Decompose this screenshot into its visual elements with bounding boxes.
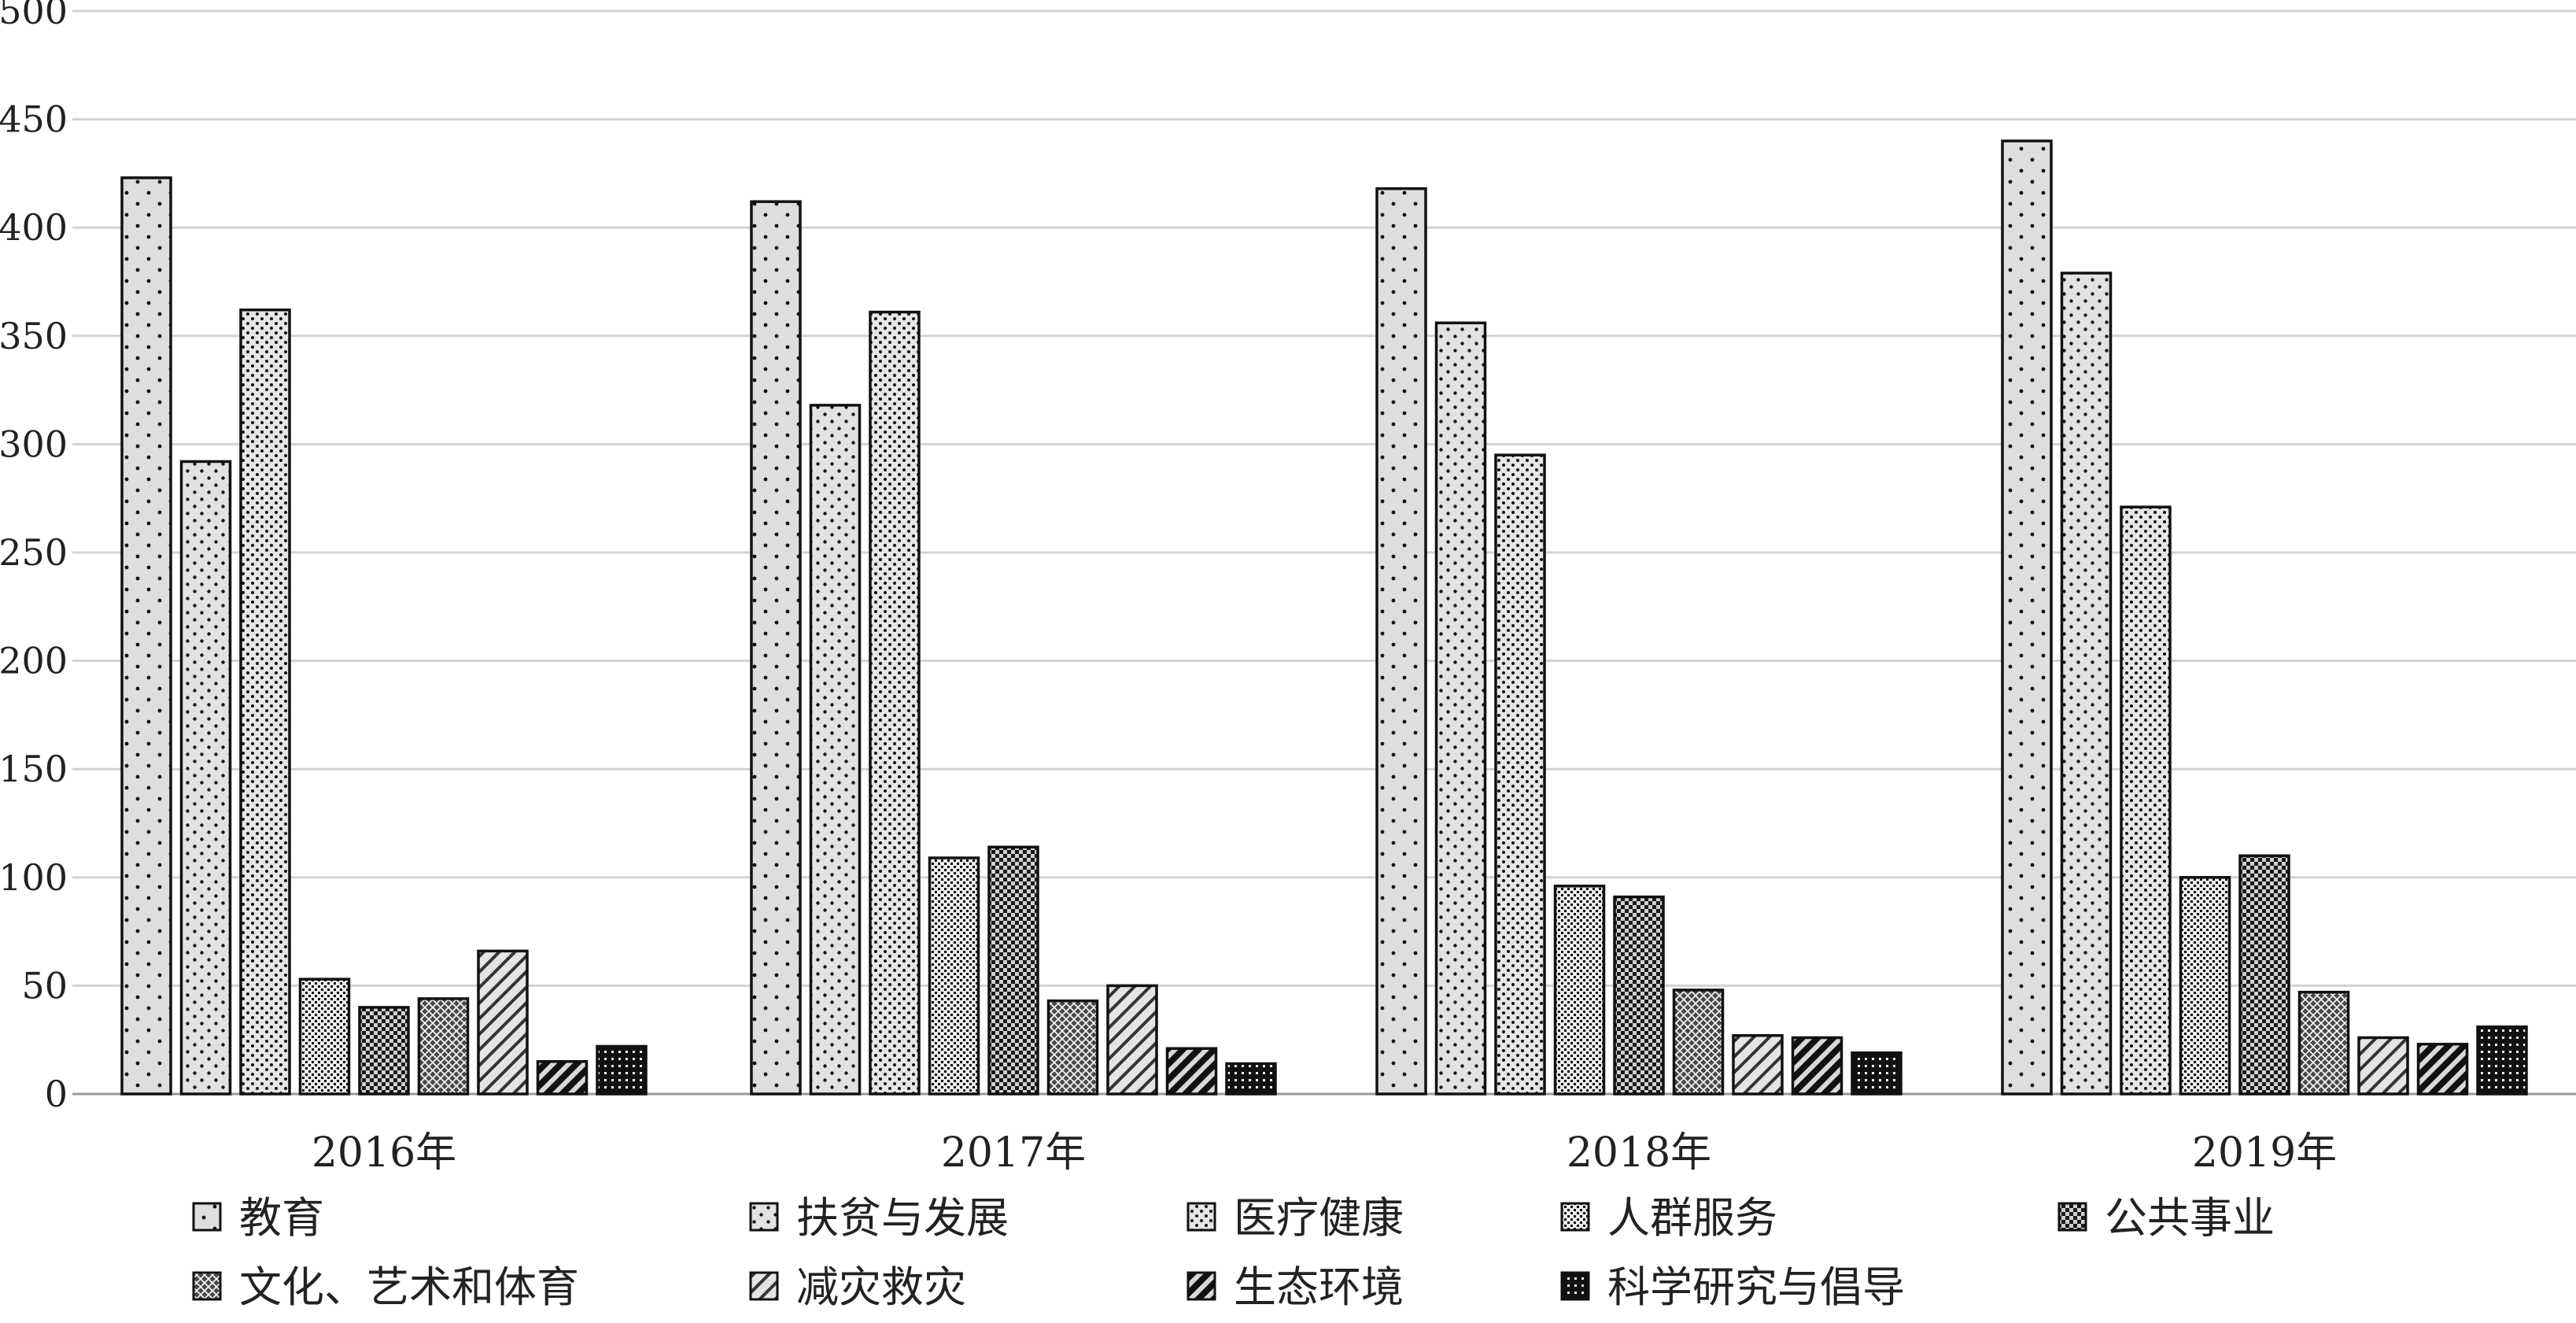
y-tick-label: 500: [0, 0, 68, 32]
bar: [928, 856, 980, 1096]
bar: [536, 1059, 589, 1096]
y-tick-label: 150: [0, 748, 68, 790]
bar: [358, 1006, 410, 1096]
legend-item: 科学研究与倡导: [1560, 1262, 1905, 1312]
bar: [2476, 1025, 2528, 1096]
bar: [1046, 999, 1099, 1096]
bar: [120, 176, 172, 1096]
bar: [1225, 1062, 1277, 1096]
bar: [1851, 1051, 1902, 1096]
legend-label: 医疗健康: [1234, 1193, 1404, 1243]
legend-label: 人群服务: [1607, 1193, 1777, 1243]
bar: [1613, 895, 1665, 1096]
x-tick-label: 2016年: [312, 1129, 456, 1177]
bar: [1494, 453, 1546, 1096]
legend-item: 医疗健康: [1187, 1193, 1404, 1243]
bar: [2001, 139, 2053, 1096]
x-tick-label: 2018年: [1567, 1129, 1711, 1177]
bar: [1375, 187, 1427, 1096]
y-tick-label: 100: [0, 856, 68, 899]
y-tick-label: 200: [0, 640, 68, 682]
bars: [120, 139, 2528, 1096]
legend-swatch: [1560, 1271, 1590, 1301]
legend-swatch: [1187, 1202, 1216, 1232]
bar: [809, 404, 862, 1096]
bar: [2120, 505, 2172, 1096]
legend-swatch: [1187, 1271, 1216, 1301]
legend-swatch: [192, 1202, 222, 1232]
bar: [1165, 1047, 1218, 1096]
bar: [2238, 854, 2290, 1096]
legend-label: 公共事业: [2105, 1193, 2275, 1243]
bar: [298, 977, 351, 1096]
legend-item: 减灾救灾: [749, 1262, 966, 1312]
legend-swatch: [2057, 1202, 2087, 1232]
y-tick-label: 0: [45, 1073, 68, 1115]
legend-item: 生态环境: [1187, 1262, 1404, 1312]
bar: [869, 310, 921, 1096]
bar: [1106, 984, 1158, 1096]
bar: [2060, 272, 2113, 1096]
bar: [1434, 321, 1487, 1096]
bar: [1553, 885, 1606, 1096]
bar: [239, 309, 291, 1096]
bar: [1791, 1036, 1843, 1096]
bar: [1732, 1033, 1784, 1096]
y-tick-label: 50: [21, 964, 68, 1007]
legend-label: 生态环境: [1234, 1262, 1404, 1312]
bar: [750, 200, 802, 1096]
legend-item: 教育: [192, 1193, 324, 1243]
bar: [987, 845, 1039, 1096]
bar: [417, 997, 470, 1096]
y-tick-label: 400: [0, 206, 68, 249]
y-tick-label: 350: [0, 315, 68, 357]
legend-label: 科学研究与倡导: [1607, 1262, 1905, 1312]
bar: [2297, 990, 2350, 1096]
bar: [477, 949, 529, 1096]
bar: [2416, 1042, 2469, 1096]
x-tick-label: 2019年: [2192, 1129, 2337, 1177]
legend-label: 文化、艺术和体育: [239, 1262, 579, 1312]
y-tick-label: 250: [0, 531, 68, 574]
bar: [596, 1044, 648, 1096]
legend-swatch: [749, 1271, 779, 1301]
bar: [1672, 989, 1725, 1096]
legend-swatch: [192, 1271, 222, 1301]
legend-item: 人群服务: [1560, 1193, 1777, 1243]
x-axis-ticks: 2016年 2017年 2018年 2019年: [312, 1129, 2337, 1177]
legend-label: 扶贫与发展: [796, 1193, 1009, 1243]
bar: [2179, 876, 2231, 1096]
bar: [179, 460, 232, 1096]
legend-item: 扶贫与发展: [749, 1193, 1009, 1243]
legend-item: 公共事业: [2057, 1193, 2275, 1243]
legend-label: 教育: [239, 1193, 324, 1243]
y-tick-label: 300: [0, 423, 68, 465]
legend-label: 减灾救灾: [796, 1262, 966, 1312]
x-tick-label: 2017年: [941, 1129, 1086, 1177]
y-tick-label: 450: [0, 98, 68, 141]
bar: [2357, 1036, 2409, 1096]
legend-swatch: [1560, 1202, 1590, 1232]
y-axis-ticks: 0 50 100 150 200 250 300 350 400 450 500: [0, 0, 68, 1115]
legend-swatch: [749, 1202, 779, 1232]
legend-item: 文化、艺术和体育: [192, 1262, 579, 1312]
